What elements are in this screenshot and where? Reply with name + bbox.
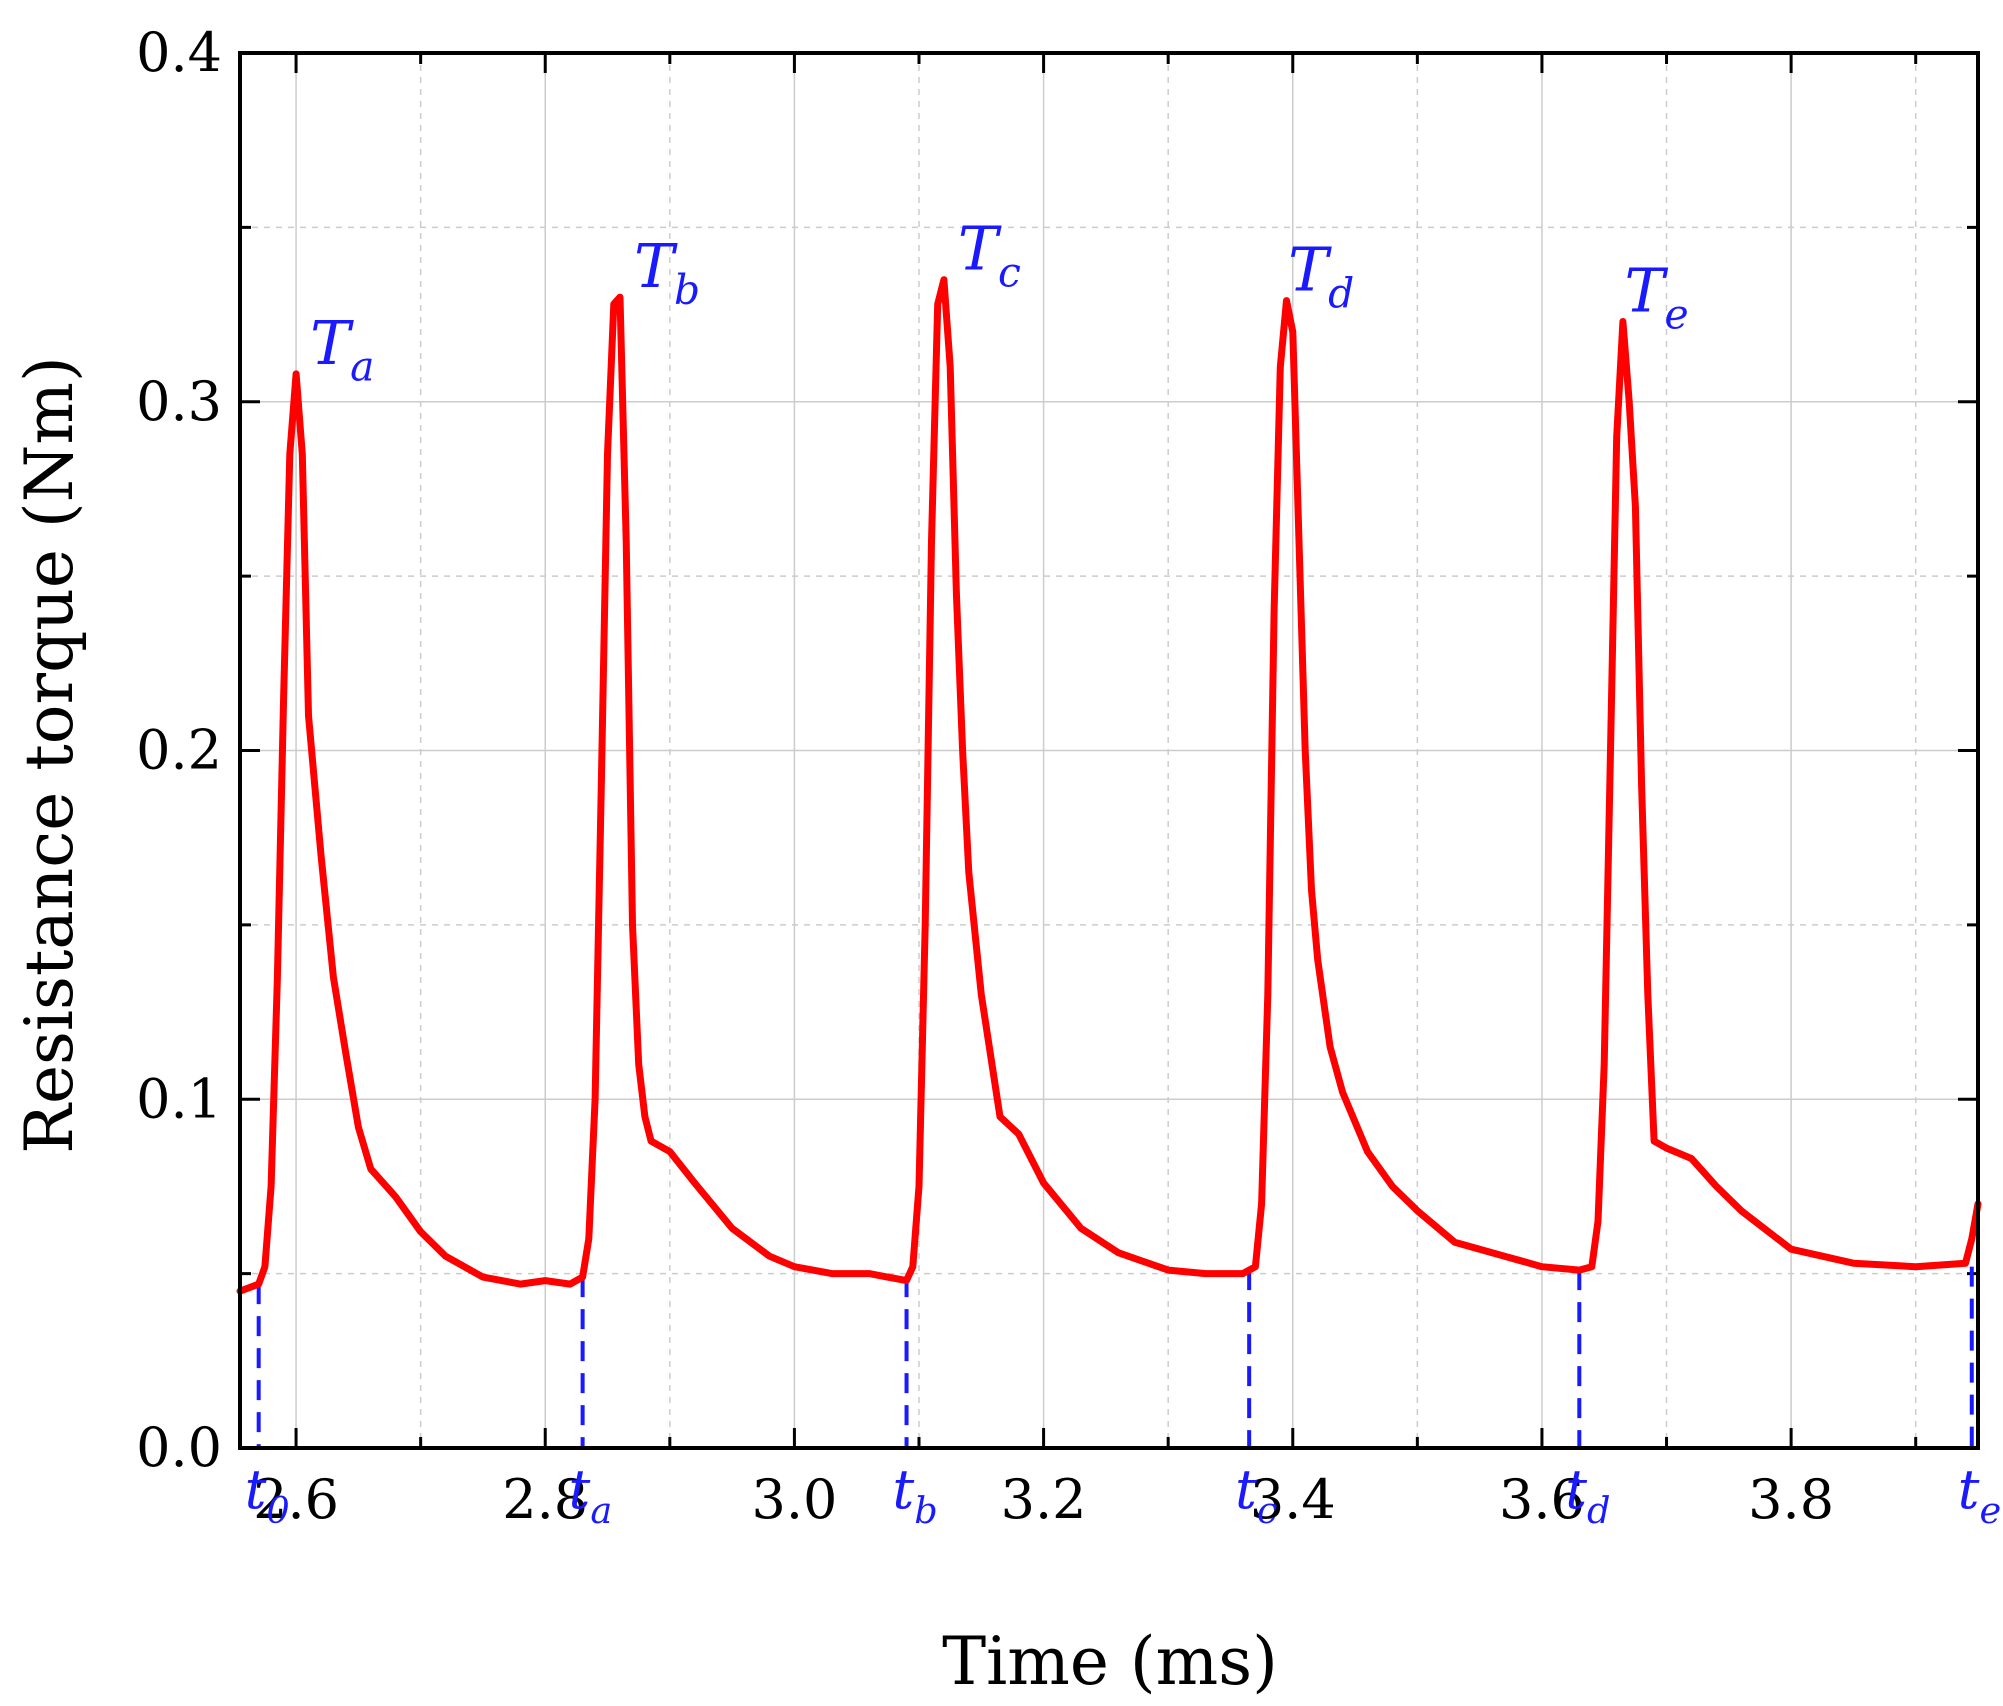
plot-frame bbox=[238, 51, 1980, 1450]
time-label-d: td bbox=[1565, 1458, 1610, 1532]
tick-labels: 2.6 2.8 3.0 3.2 3.4 3.6 3.8 0.0 0.1 0.2 0.3 0.4 bbox=[136, 21, 1834, 1531]
x-tick-label: 3.2 bbox=[1001, 1468, 1087, 1531]
x-tick-label: 3.6 bbox=[1499, 1468, 1585, 1531]
x-tick-label: 2.8 bbox=[502, 1468, 588, 1531]
y-tick-label: 0.3 bbox=[136, 370, 222, 433]
x-tick-label: 3.8 bbox=[1748, 1468, 1834, 1531]
peak-label-e: Te bbox=[1624, 257, 1688, 339]
peak-label-a: Ta bbox=[310, 309, 374, 391]
annotations: t0 ta tb tc td te Ta Tb Tc Td Te bbox=[245, 215, 2002, 1532]
x-axis-label: Time (ms) bbox=[942, 1623, 1278, 1700]
time-marker-lines bbox=[256, 1266, 1974, 1446]
x-tick-label: 3.0 bbox=[751, 1468, 837, 1531]
grid bbox=[240, 53, 1978, 1448]
peak-label-b: Tb bbox=[634, 232, 700, 314]
peak-label-c: Tc bbox=[958, 215, 1021, 297]
y-tick-label: 0.1 bbox=[136, 1067, 222, 1130]
series-group bbox=[236, 276, 1982, 1295]
time-label-0: t0 bbox=[245, 1458, 290, 1532]
time-label-a: ta bbox=[569, 1458, 613, 1532]
torque-series-line bbox=[236, 276, 1982, 1295]
y-axis-label: Resistance torque (Nm) bbox=[11, 356, 88, 1153]
y-tick-label: 0.0 bbox=[136, 1416, 222, 1479]
x-tick-label: 2.6 bbox=[253, 1468, 339, 1531]
x-tick-label: 3.4 bbox=[1250, 1468, 1336, 1531]
y-tick-label: 0.2 bbox=[136, 719, 222, 782]
time-label-b: tb bbox=[893, 1458, 938, 1532]
y-tick-label: 0.4 bbox=[136, 21, 222, 84]
time-label-e: te bbox=[1958, 1458, 2001, 1532]
peak-label-d: Td bbox=[1288, 236, 1354, 318]
time-label-c: tc bbox=[1235, 1458, 1277, 1532]
